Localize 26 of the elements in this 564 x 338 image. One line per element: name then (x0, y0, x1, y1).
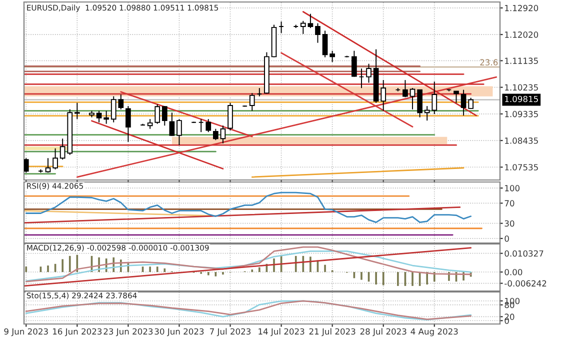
x-tick-label: 7 Jul 2023 (210, 328, 251, 336)
y-tick-label: -0.006242 (504, 280, 546, 287)
x-tick-label: 4 Aug 2023 (410, 328, 458, 336)
x-tick-label: 9 Jun 2023 (4, 328, 48, 336)
y-tick-label: 1.11135 (505, 58, 538, 64)
x-tick-label: 21 Jul 2023 (309, 328, 356, 336)
x-tick-label: 23 Jun 2023 (104, 328, 153, 336)
y-tick-label: 0.010327 (504, 250, 544, 257)
x-tick-label: 14 Jul 2023 (258, 328, 304, 336)
y-tick-label: 70 (504, 200, 514, 206)
y-tick-label: 20 (504, 314, 514, 320)
x-tick-label: 30 Jun 2023 (154, 328, 204, 336)
ref-line-label: 1.09815 (505, 96, 538, 102)
y-tick-label: 1.12920 (505, 4, 538, 12)
y-tick-label: 1.10235 (505, 84, 538, 91)
y-tick-label: 1.12020 (505, 32, 538, 38)
y-tick-label: 30 (504, 220, 514, 227)
x-tick-label: 16 Jun 2023 (53, 328, 102, 336)
y-tick-label: 0 (504, 235, 509, 242)
annotation: 23.6 (480, 59, 498, 66)
x-tick-label: 28 Jul 2023 (360, 328, 406, 336)
y-tick-label: 100 (505, 185, 520, 192)
y-tick-label: 1.08435 (505, 138, 538, 144)
y-tick-label: 0.00 (504, 269, 522, 276)
y-tick-label: 1.09335 (505, 110, 538, 118)
y-tick-label: 1.07535 (505, 164, 538, 170)
